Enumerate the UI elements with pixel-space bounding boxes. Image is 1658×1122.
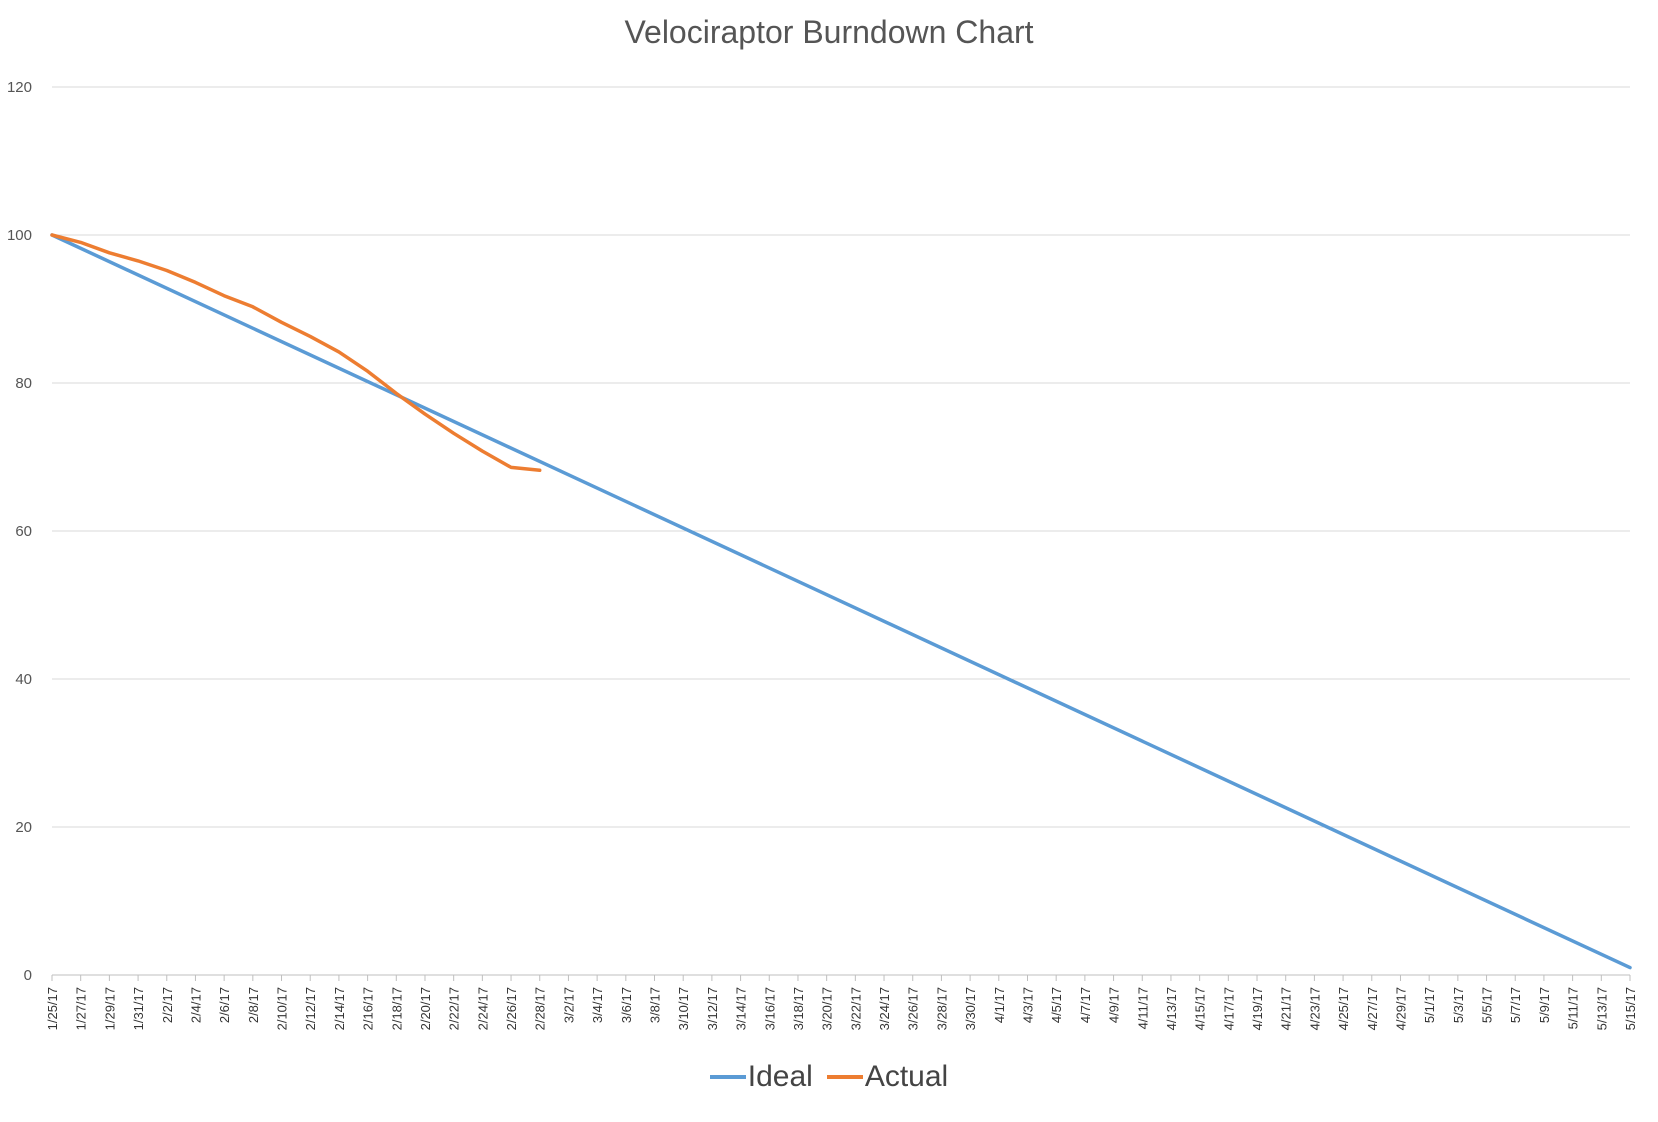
x-tick-label: 4/7/17 bbox=[1078, 987, 1093, 1023]
x-tick-label: 4/19/17 bbox=[1250, 987, 1265, 1030]
y-tick-label: 40 bbox=[15, 671, 32, 688]
series-line-ideal bbox=[50, 233, 1632, 970]
y-tick-label: 0 bbox=[24, 967, 32, 984]
x-tick-label: 3/16/17 bbox=[762, 987, 777, 1030]
legend-item-ideal: Ideal bbox=[709, 1060, 813, 1094]
x-tick-label: 3/18/17 bbox=[791, 987, 806, 1030]
x-tick-label: 3/28/17 bbox=[934, 987, 949, 1030]
x-tick-label: 3/8/17 bbox=[648, 987, 663, 1023]
x-tick-label: 4/1/17 bbox=[992, 987, 1007, 1023]
x-tick-label: 2/18/17 bbox=[389, 987, 404, 1030]
x-tick-label: 5/5/17 bbox=[1480, 987, 1495, 1023]
x-tick-label: 4/5/17 bbox=[1049, 987, 1064, 1023]
x-tick-label: 1/25/17 bbox=[45, 987, 60, 1030]
x-tick-label: 4/17/17 bbox=[1221, 987, 1236, 1030]
x-tick-label: 2/10/17 bbox=[275, 987, 290, 1030]
x-tick-label: 2/28/17 bbox=[533, 987, 548, 1030]
x-tick-label: 4/13/17 bbox=[1164, 987, 1179, 1030]
x-tick-label: 3/24/17 bbox=[877, 987, 892, 1030]
x-tick-label: 2/26/17 bbox=[504, 987, 519, 1030]
x-tick-label: 5/7/17 bbox=[1508, 987, 1523, 1023]
x-tick-label: 5/13/17 bbox=[1594, 987, 1609, 1030]
y-tick-label: 120 bbox=[7, 79, 32, 96]
x-tick-label: 4/9/17 bbox=[1107, 987, 1122, 1023]
x-tick-label: 3/20/17 bbox=[820, 987, 835, 1030]
x-tick-label: 2/24/17 bbox=[475, 987, 490, 1030]
x-tick-label: 5/3/17 bbox=[1451, 987, 1466, 1023]
legend-item-actual: Actual bbox=[826, 1060, 949, 1094]
x-tick-label: 5/15/17 bbox=[1623, 987, 1638, 1030]
x-tick-label: 3/22/17 bbox=[848, 987, 863, 1030]
x-tick-label: 2/20/17 bbox=[418, 987, 433, 1030]
legend-swatch bbox=[826, 1075, 863, 1079]
x-tick-label: 3/12/17 bbox=[705, 987, 720, 1030]
x-tick-label: 4/21/17 bbox=[1279, 987, 1294, 1030]
x-tick-label: 2/12/17 bbox=[303, 987, 318, 1030]
x-tick-label: 2/14/17 bbox=[332, 987, 347, 1030]
legend-label: Actual bbox=[864, 1060, 949, 1093]
x-tick-label: 5/11/17 bbox=[1566, 987, 1581, 1029]
y-tick-label: 20 bbox=[15, 819, 32, 836]
x-tick-label: 3/30/17 bbox=[963, 987, 978, 1030]
chart-legend: Ideal Actual bbox=[0, 1060, 1658, 1094]
legend-label: Ideal bbox=[747, 1060, 813, 1093]
series-line-actual bbox=[50, 233, 542, 473]
x-tick-label: 1/27/17 bbox=[74, 987, 89, 1030]
x-tick-label: 4/27/17 bbox=[1365, 987, 1380, 1030]
x-tick-label: 2/2/17 bbox=[160, 987, 175, 1023]
x-tick-label: 4/23/17 bbox=[1307, 987, 1322, 1030]
legend-swatch bbox=[709, 1075, 746, 1079]
chart-title: Velociraptor Burndown Chart bbox=[624, 14, 1034, 50]
x-tick-label: 2/8/17 bbox=[246, 987, 261, 1023]
x-tick-label: 5/1/17 bbox=[1422, 987, 1437, 1023]
x-tick-label: 4/15/17 bbox=[1193, 987, 1208, 1030]
y-tick-label: 100 bbox=[7, 227, 32, 244]
x-tick-label: 5/9/17 bbox=[1537, 987, 1552, 1023]
y-tick-label: 60 bbox=[15, 523, 32, 540]
x-tick-label: 3/10/17 bbox=[676, 987, 691, 1030]
x-tick-label: 3/26/17 bbox=[906, 987, 921, 1030]
x-tick-label: 2/16/17 bbox=[361, 987, 376, 1030]
x-tick-label: 3/6/17 bbox=[619, 987, 634, 1023]
y-tick-label: 80 bbox=[15, 375, 32, 392]
x-tick-label: 3/2/17 bbox=[561, 987, 576, 1023]
x-tick-label: 2/4/17 bbox=[188, 987, 203, 1023]
x-tick-label: 2/6/17 bbox=[217, 987, 232, 1023]
x-tick-label: 3/14/17 bbox=[734, 987, 749, 1030]
x-tick-label: 1/31/17 bbox=[131, 987, 146, 1030]
x-tick-label: 1/29/17 bbox=[102, 987, 117, 1030]
x-tick-label: 4/3/17 bbox=[1020, 987, 1035, 1023]
x-tick-label: 4/25/17 bbox=[1336, 987, 1351, 1030]
x-tick-label: 2/22/17 bbox=[447, 987, 462, 1030]
x-tick-label: 4/29/17 bbox=[1393, 987, 1408, 1030]
x-tick-label: 3/4/17 bbox=[590, 987, 605, 1023]
x-tick-label: 4/11/17 bbox=[1135, 987, 1150, 1029]
